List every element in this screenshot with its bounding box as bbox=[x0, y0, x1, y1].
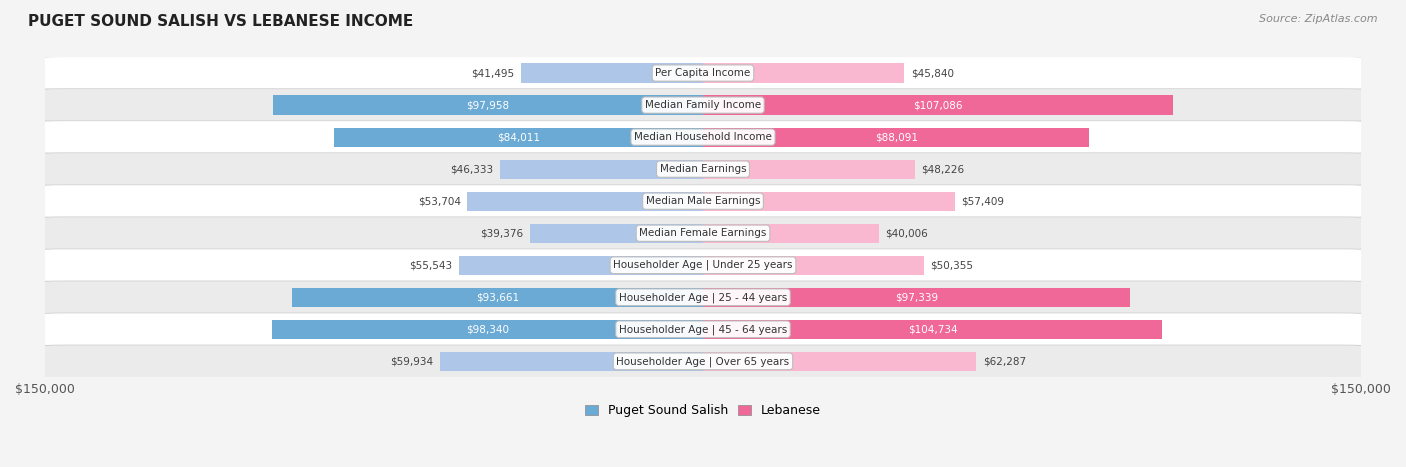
Bar bbox=[273, 95, 703, 115]
Text: Source: ZipAtlas.com: Source: ZipAtlas.com bbox=[1260, 14, 1378, 24]
Bar bbox=[292, 288, 703, 307]
Bar bbox=[703, 288, 1130, 307]
Text: Median Female Earnings: Median Female Earnings bbox=[640, 228, 766, 238]
Text: $98,340: $98,340 bbox=[465, 324, 509, 334]
Bar bbox=[703, 320, 1163, 339]
Bar bbox=[467, 191, 703, 211]
Bar bbox=[703, 255, 924, 275]
Text: $104,734: $104,734 bbox=[908, 324, 957, 334]
FancyBboxPatch shape bbox=[38, 153, 1368, 185]
Text: Median Household Income: Median Household Income bbox=[634, 132, 772, 142]
Text: $57,409: $57,409 bbox=[962, 196, 1004, 206]
Bar bbox=[522, 64, 703, 83]
Text: $62,287: $62,287 bbox=[983, 356, 1026, 366]
Text: $97,958: $97,958 bbox=[467, 100, 510, 110]
Text: Per Capita Income: Per Capita Income bbox=[655, 68, 751, 78]
Text: $59,934: $59,934 bbox=[391, 356, 433, 366]
Bar bbox=[440, 352, 703, 371]
FancyBboxPatch shape bbox=[38, 345, 1368, 378]
Bar bbox=[703, 352, 976, 371]
FancyBboxPatch shape bbox=[38, 313, 1368, 346]
Bar bbox=[703, 191, 955, 211]
FancyBboxPatch shape bbox=[38, 89, 1368, 121]
Text: $39,376: $39,376 bbox=[481, 228, 523, 238]
Text: Householder Age | Under 25 years: Householder Age | Under 25 years bbox=[613, 260, 793, 270]
FancyBboxPatch shape bbox=[38, 281, 1368, 314]
Text: $45,840: $45,840 bbox=[911, 68, 953, 78]
Bar bbox=[703, 95, 1173, 115]
Text: $84,011: $84,011 bbox=[498, 132, 540, 142]
Text: $50,355: $50,355 bbox=[931, 260, 973, 270]
Bar bbox=[271, 320, 703, 339]
Text: $40,006: $40,006 bbox=[886, 228, 928, 238]
Text: $88,091: $88,091 bbox=[875, 132, 918, 142]
Text: $48,226: $48,226 bbox=[921, 164, 965, 174]
Bar bbox=[530, 224, 703, 243]
Bar bbox=[703, 160, 914, 179]
Text: PUGET SOUND SALISH VS LEBANESE INCOME: PUGET SOUND SALISH VS LEBANESE INCOME bbox=[28, 14, 413, 29]
Bar bbox=[703, 224, 879, 243]
FancyBboxPatch shape bbox=[38, 249, 1368, 282]
Text: Median Earnings: Median Earnings bbox=[659, 164, 747, 174]
Text: Householder Age | 45 - 64 years: Householder Age | 45 - 64 years bbox=[619, 324, 787, 334]
Bar bbox=[499, 160, 703, 179]
Text: $46,333: $46,333 bbox=[450, 164, 494, 174]
Text: $107,086: $107,086 bbox=[912, 100, 963, 110]
Bar bbox=[460, 255, 703, 275]
Text: Householder Age | 25 - 44 years: Householder Age | 25 - 44 years bbox=[619, 292, 787, 303]
Text: $53,704: $53,704 bbox=[418, 196, 461, 206]
FancyBboxPatch shape bbox=[38, 217, 1368, 249]
Text: $97,339: $97,339 bbox=[896, 292, 938, 302]
Text: Median Family Income: Median Family Income bbox=[645, 100, 761, 110]
Bar bbox=[703, 127, 1090, 147]
Legend: Puget Sound Salish, Lebanese: Puget Sound Salish, Lebanese bbox=[581, 399, 825, 422]
FancyBboxPatch shape bbox=[38, 57, 1368, 89]
Bar bbox=[703, 64, 904, 83]
Text: $55,543: $55,543 bbox=[409, 260, 453, 270]
Bar bbox=[335, 127, 703, 147]
Text: $93,661: $93,661 bbox=[477, 292, 519, 302]
FancyBboxPatch shape bbox=[38, 185, 1368, 218]
Text: $41,495: $41,495 bbox=[471, 68, 515, 78]
Text: Householder Age | Over 65 years: Householder Age | Over 65 years bbox=[616, 356, 790, 367]
Text: Median Male Earnings: Median Male Earnings bbox=[645, 196, 761, 206]
FancyBboxPatch shape bbox=[38, 121, 1368, 154]
